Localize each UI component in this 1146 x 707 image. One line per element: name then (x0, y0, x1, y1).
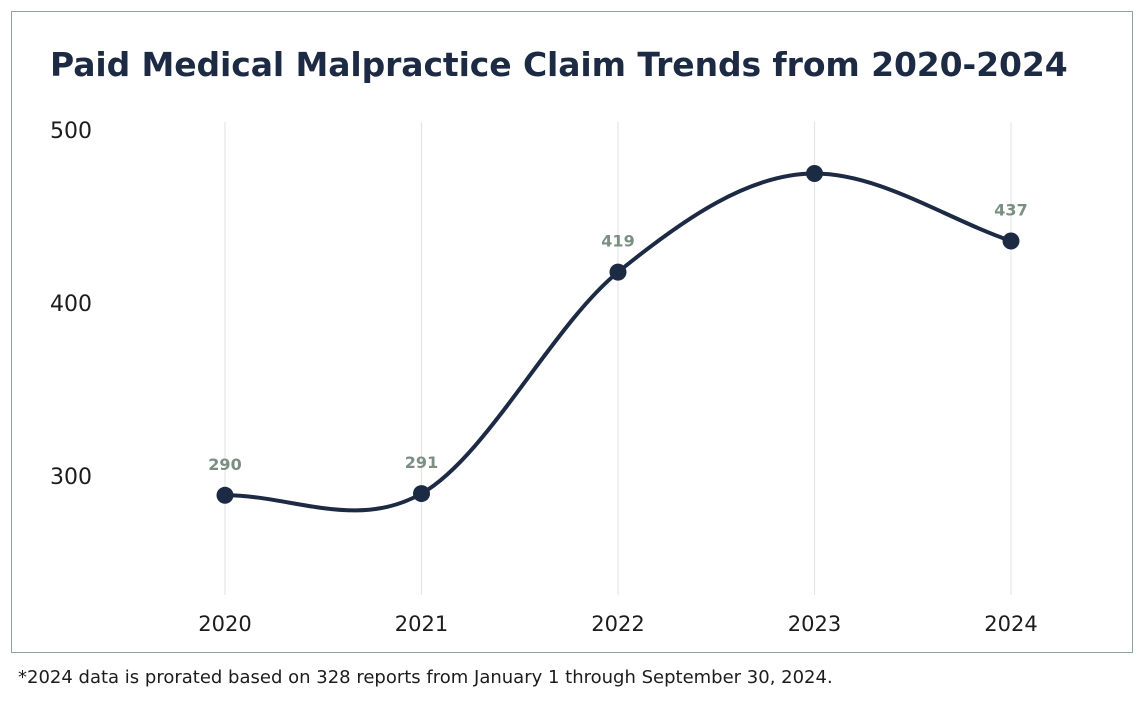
data-label-2020: 290 (208, 455, 241, 474)
chart-title: Paid Medical Malpractice Claim Trends fr… (50, 45, 1068, 84)
data-points (216, 165, 1020, 504)
y-tick-label-400: 400 (50, 292, 92, 317)
data-point-2021 (413, 485, 430, 503)
footnote: *2024 data is prorated based on 328 repo… (18, 667, 833, 688)
chart-frame (11, 11, 1133, 653)
x-tick-label-2020: 2020 (198, 612, 251, 636)
data-point-2020 (216, 486, 234, 504)
y-tick-label-500: 500 (50, 119, 92, 144)
data-point-2023 (806, 165, 823, 183)
x-tick-label-2022: 2022 (591, 612, 644, 636)
data-point-2024 (1002, 232, 1020, 250)
data-label-2024: 437 (994, 200, 1027, 219)
data-label-2021: 291 (405, 453, 438, 472)
y-tick-label-300: 300 (50, 465, 92, 490)
y-axis-tick-labels: 300 400 500 (50, 119, 92, 490)
x-tick-label-2021: 2021 (395, 612, 448, 636)
data-labels: 290 291 419 437 (208, 200, 1027, 473)
data-point-2022 (609, 263, 627, 281)
x-axis-tick-labels: 2020 2021 2022 2023 2024 (198, 612, 1037, 636)
data-label-2022: 419 (601, 232, 634, 251)
gridlines (224, 122, 1012, 595)
x-tick-label-2024: 2024 (984, 612, 1037, 636)
x-tick-label-2023: 2023 (788, 612, 841, 636)
